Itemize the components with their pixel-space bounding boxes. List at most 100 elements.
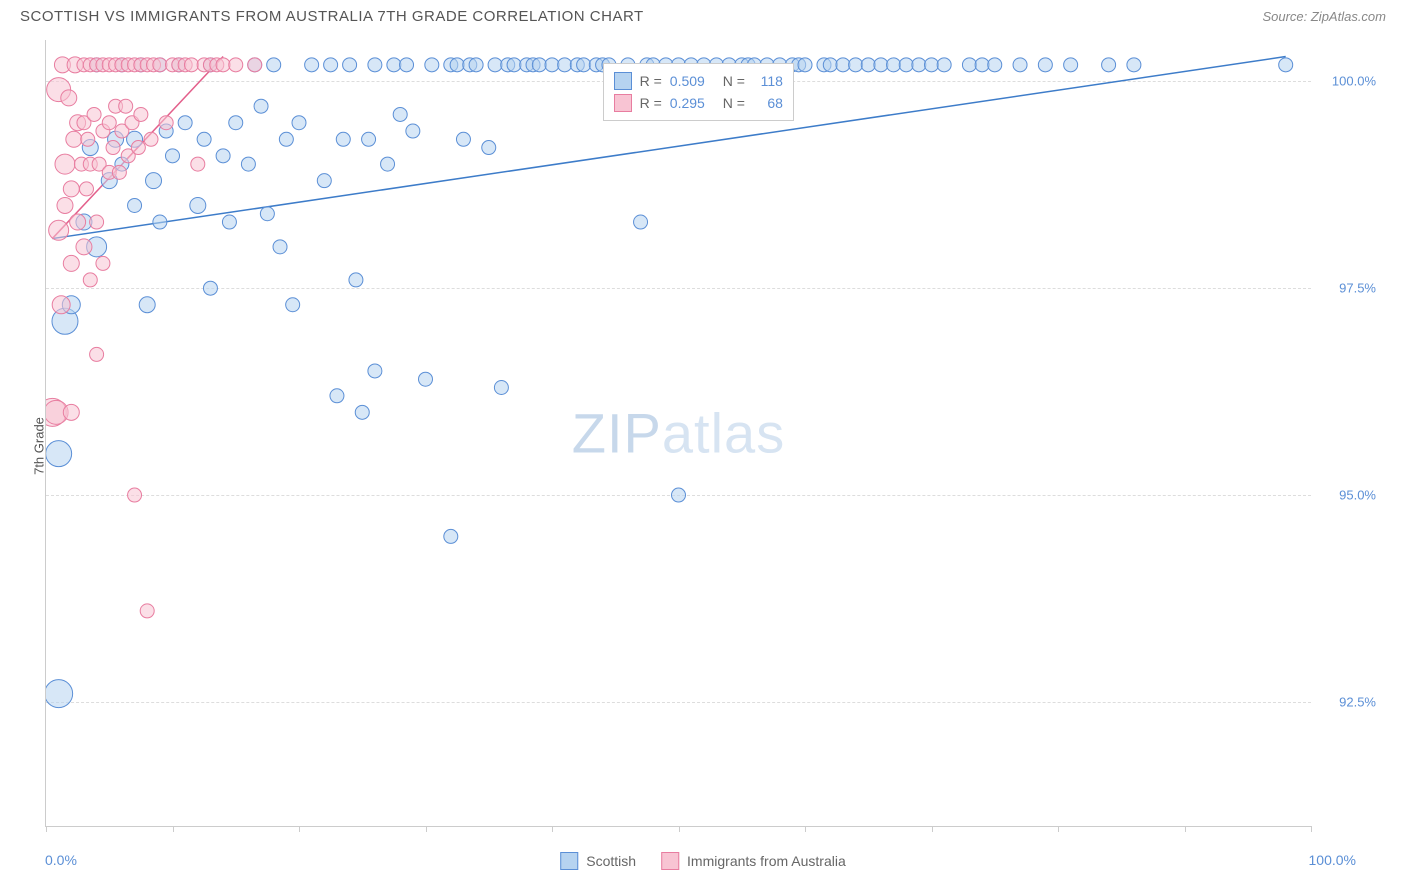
data-point[interactable] xyxy=(1064,58,1078,72)
data-point[interactable] xyxy=(1038,58,1052,72)
data-point[interactable] xyxy=(532,58,546,72)
data-point[interactable] xyxy=(197,132,211,146)
data-point[interactable] xyxy=(76,239,92,255)
data-point[interactable] xyxy=(286,298,300,312)
data-point[interactable] xyxy=(419,372,433,386)
data-point[interactable] xyxy=(861,58,875,72)
data-point[interactable] xyxy=(330,389,344,403)
data-point[interactable] xyxy=(849,58,863,72)
data-point[interactable] xyxy=(507,58,521,72)
data-point[interactable] xyxy=(61,90,77,106)
data-point[interactable] xyxy=(975,58,989,72)
data-point[interactable] xyxy=(336,132,350,146)
data-point[interactable] xyxy=(83,273,97,287)
data-point[interactable] xyxy=(52,296,70,314)
data-point[interactable] xyxy=(874,58,888,72)
data-point[interactable] xyxy=(178,116,192,130)
data-point[interactable] xyxy=(79,182,93,196)
data-point[interactable] xyxy=(305,58,319,72)
data-point[interactable] xyxy=(216,58,230,72)
data-point[interactable] xyxy=(46,441,72,467)
data-point[interactable] xyxy=(229,58,243,72)
data-point[interactable] xyxy=(267,58,281,72)
data-point[interactable] xyxy=(106,141,120,155)
data-point[interactable] xyxy=(292,116,306,130)
data-point[interactable] xyxy=(450,58,464,72)
data-point[interactable] xyxy=(912,58,926,72)
data-point[interactable] xyxy=(456,132,470,146)
data-point[interactable] xyxy=(349,273,363,287)
data-point[interactable] xyxy=(241,157,255,171)
data-point[interactable] xyxy=(1102,58,1116,72)
data-point[interactable] xyxy=(577,58,591,72)
data-point[interactable] xyxy=(119,99,133,113)
data-point[interactable] xyxy=(49,220,69,240)
data-point[interactable] xyxy=(1127,58,1141,72)
data-point[interactable] xyxy=(128,198,142,212)
data-point[interactable] xyxy=(406,124,420,138)
data-point[interactable] xyxy=(146,173,162,189)
data-point[interactable] xyxy=(494,380,508,394)
data-point[interactable] xyxy=(444,529,458,543)
legend-item[interactable]: Immigrants from Australia xyxy=(661,852,846,870)
data-point[interactable] xyxy=(55,154,75,174)
data-point[interactable] xyxy=(248,58,262,72)
data-point[interactable] xyxy=(558,58,572,72)
data-point[interactable] xyxy=(96,256,110,270)
data-point[interactable] xyxy=(131,141,145,155)
data-point[interactable] xyxy=(222,215,236,229)
data-point[interactable] xyxy=(469,58,483,72)
data-point[interactable] xyxy=(112,165,126,179)
data-point[interactable] xyxy=(368,58,382,72)
data-point[interactable] xyxy=(798,58,812,72)
data-point[interactable] xyxy=(488,58,502,72)
data-point[interactable] xyxy=(393,107,407,121)
data-point[interactable] xyxy=(203,281,217,295)
data-point[interactable] xyxy=(317,174,331,188)
data-point[interactable] xyxy=(153,58,167,72)
data-point[interactable] xyxy=(159,116,173,130)
data-point[interactable] xyxy=(355,405,369,419)
data-point[interactable] xyxy=(482,141,496,155)
data-point[interactable] xyxy=(425,58,439,72)
data-point[interactable] xyxy=(90,347,104,361)
data-point[interactable] xyxy=(1013,58,1027,72)
data-point[interactable] xyxy=(216,149,230,163)
data-point[interactable] xyxy=(381,157,395,171)
data-point[interactable] xyxy=(823,58,837,72)
data-point[interactable] xyxy=(836,58,850,72)
data-point[interactable] xyxy=(368,364,382,378)
data-point[interactable] xyxy=(254,99,268,113)
data-point[interactable] xyxy=(962,58,976,72)
data-point[interactable] xyxy=(1279,58,1293,72)
data-point[interactable] xyxy=(899,58,913,72)
data-point[interactable] xyxy=(229,116,243,130)
data-point[interactable] xyxy=(128,488,142,502)
source-link[interactable]: ZipAtlas.com xyxy=(1311,9,1386,24)
data-point[interactable] xyxy=(46,680,73,708)
data-point[interactable] xyxy=(70,214,86,230)
data-point[interactable] xyxy=(925,58,939,72)
data-point[interactable] xyxy=(988,58,1002,72)
data-point[interactable] xyxy=(937,58,951,72)
data-point[interactable] xyxy=(87,107,101,121)
data-point[interactable] xyxy=(144,132,158,146)
data-point[interactable] xyxy=(140,604,154,618)
legend-item[interactable]: Scottish xyxy=(560,852,636,870)
data-point[interactable] xyxy=(279,132,293,146)
data-point[interactable] xyxy=(400,58,414,72)
data-point[interactable] xyxy=(362,132,376,146)
data-point[interactable] xyxy=(545,58,559,72)
data-point[interactable] xyxy=(887,58,901,72)
data-point[interactable] xyxy=(102,116,116,130)
data-point[interactable] xyxy=(324,58,338,72)
data-point[interactable] xyxy=(57,197,73,213)
data-point[interactable] xyxy=(184,58,198,72)
data-point[interactable] xyxy=(273,240,287,254)
data-point[interactable] xyxy=(90,215,104,229)
data-point[interactable] xyxy=(191,157,205,171)
data-point[interactable] xyxy=(63,255,79,271)
data-point[interactable] xyxy=(387,58,401,72)
data-point[interactable] xyxy=(81,132,95,146)
data-point[interactable] xyxy=(166,149,180,163)
